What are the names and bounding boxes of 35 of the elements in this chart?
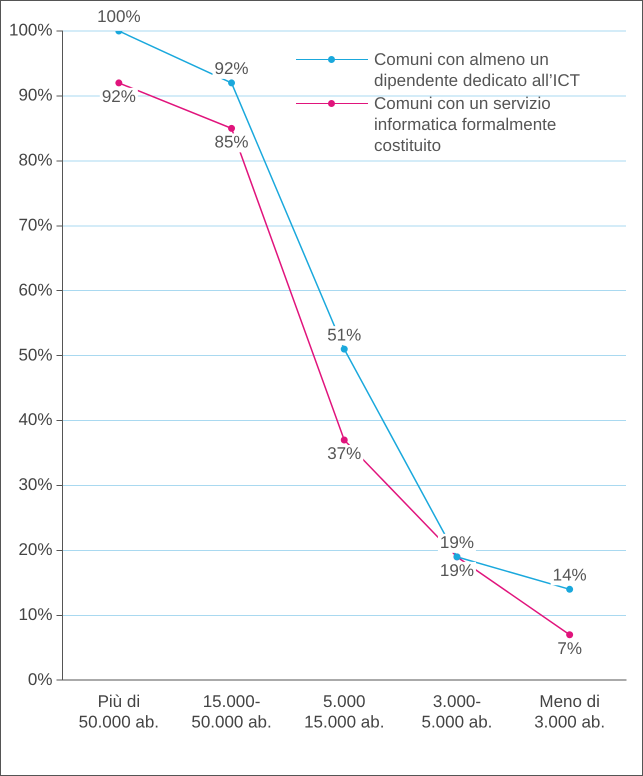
y-tick-label: 40% (18, 410, 52, 430)
legend-label: Comuni con un servizio informatica formalmente costituito (374, 93, 558, 156)
y-tick-label: 90% (18, 86, 52, 105)
data-label: 85% (214, 132, 249, 152)
y-tick-label: 70% (18, 215, 52, 234)
point (340, 436, 348, 444)
data-label: 19% (440, 561, 474, 580)
point (566, 586, 574, 593)
x-tick-label: 5.000 15.000 ab. (304, 692, 384, 732)
x-tick-label: 3.000- 5.000 ab. (421, 692, 492, 732)
data-label: 51% (327, 325, 362, 344)
data-label: 37% (327, 444, 362, 464)
legend-label: Comuni con almeno un dipendente dedicato all’ICT (374, 49, 582, 91)
x-tick-label: Meno di 3.000 ab. (534, 692, 606, 732)
y-tick-label: 60% (18, 280, 52, 300)
point (340, 346, 348, 353)
point (115, 79, 122, 86)
point (228, 79, 236, 86)
data-label: 19% (440, 533, 474, 552)
y-tick-label: 10% (18, 604, 52, 624)
data-label: 92% (214, 59, 249, 78)
x-tick-label: Più di 50.000 ab. (78, 692, 160, 732)
data-label: 100% (97, 7, 141, 26)
data-label: 14% (552, 566, 587, 584)
x-tick-label: 15.000- 50.000 ab. (191, 692, 272, 732)
y-tick-label: 100% (8, 20, 52, 40)
y-tick-label: 30% (18, 475, 52, 494)
y-tick-label: 20% (18, 540, 52, 560)
data-label: 7% (557, 638, 582, 658)
point (566, 631, 574, 638)
y-tick-label: 0% (28, 670, 52, 689)
point (228, 124, 236, 132)
y-tick-label: 50% (18, 345, 52, 364)
data-label: 92% (102, 87, 136, 106)
y-tick-label: 80% (18, 150, 52, 170)
